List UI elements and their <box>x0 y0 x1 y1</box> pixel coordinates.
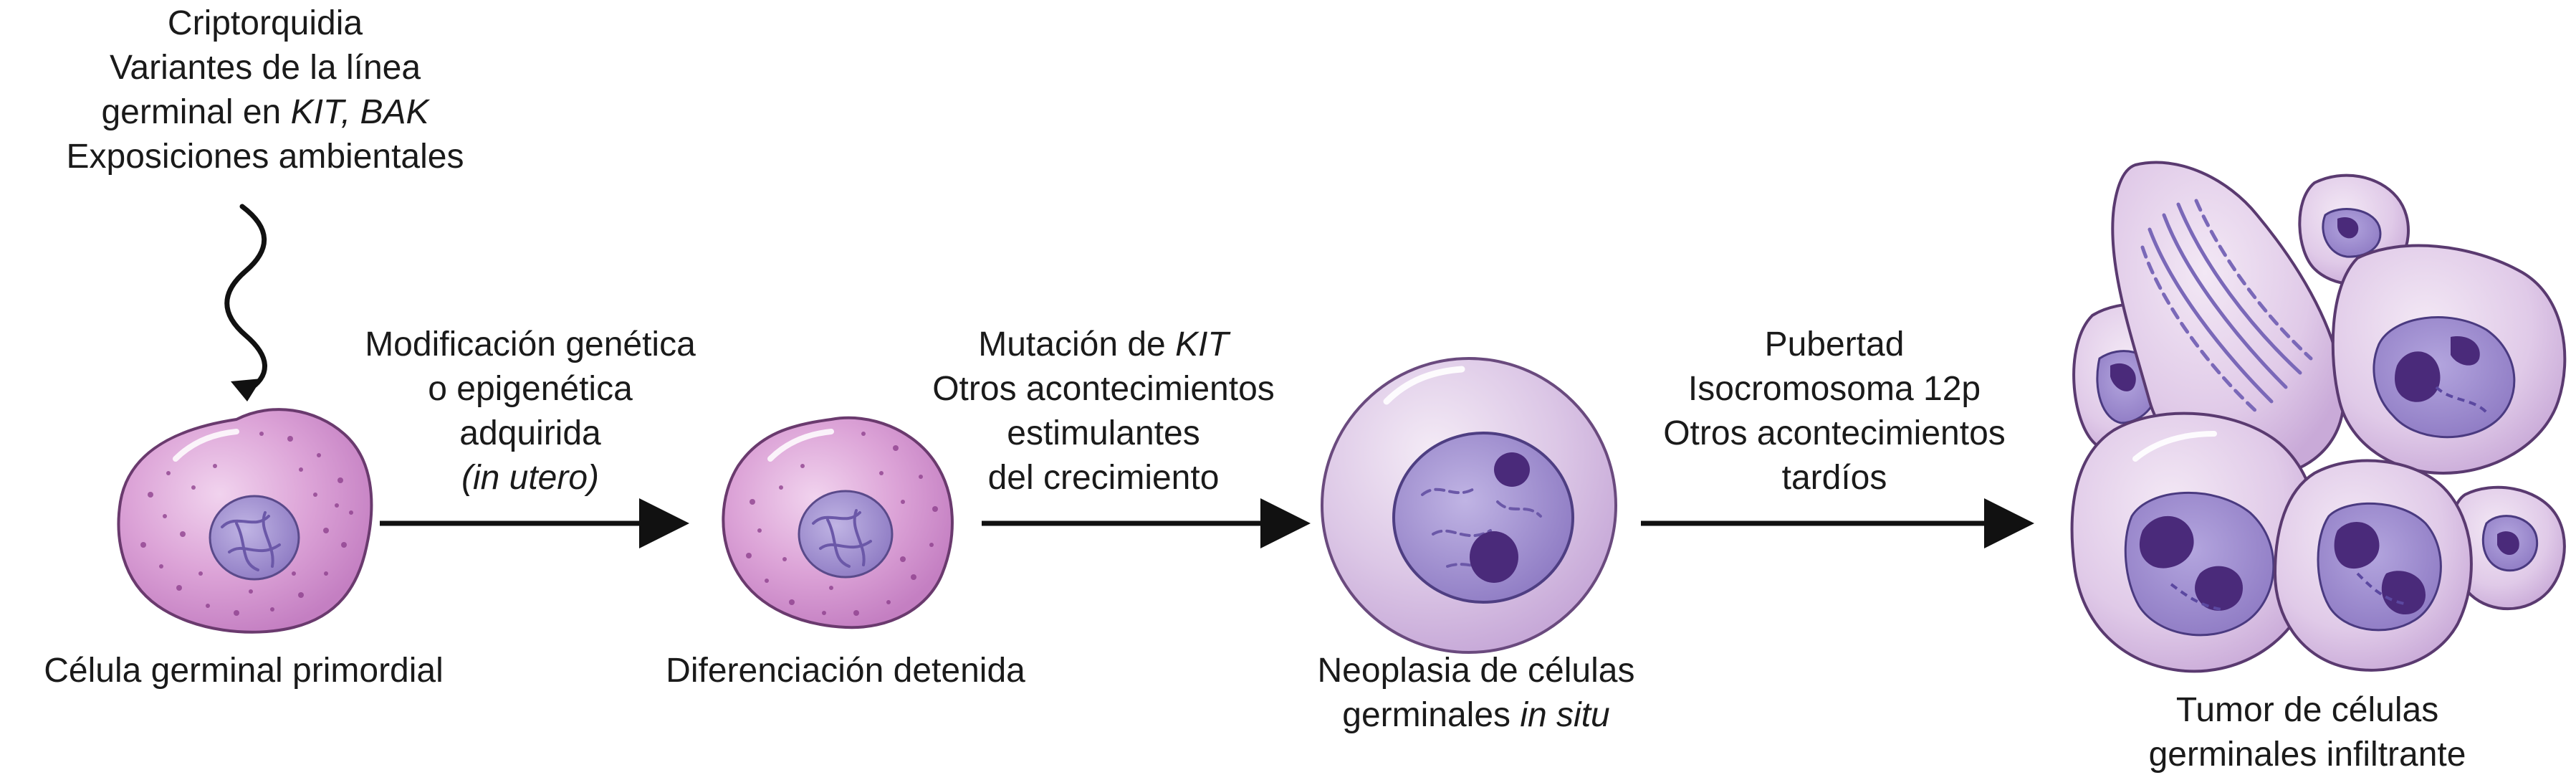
infiltrating-tumor <box>2070 161 2567 673</box>
risk-factor-germline: germinal en KIT, BAK <box>0 90 530 135</box>
step2-label: Mutación de KIT Otros acontecimientos es… <box>903 323 1304 500</box>
stage3-line2-text: germinales <box>1342 696 1521 734</box>
step3-line1: Pubertad <box>1764 325 1905 363</box>
risk-factor-genes: KIT, BAK <box>290 93 429 131</box>
step2-line2: Otros acontecimientos <box>932 370 1275 408</box>
stage2-text: Diferenciación detenida <box>666 652 1025 690</box>
stage2-label: Diferenciación detenida <box>616 649 1075 693</box>
step1-line4: (in utero) <box>461 459 600 497</box>
risk-factor-variants: Variantes de la línea <box>109 49 421 87</box>
stage1-text: Célula germinal primordial <box>44 652 444 690</box>
stage3-line1: Neoplasia de células <box>1317 652 1635 690</box>
stage3-line2: germinales in situ <box>1261 693 1691 738</box>
step2-line3: estimulantes <box>1007 414 1200 452</box>
arrested-differentiation-cell <box>722 416 954 629</box>
step3-line3: Otros acontecimientos <box>1663 414 2006 452</box>
gcnis-cell <box>1321 357 1617 654</box>
step2-line1: Mutación de KIT <box>903 323 1304 367</box>
step1-label: Modificación genética o epigenética adqu… <box>330 323 731 500</box>
primordial-germ-cell <box>117 408 373 634</box>
risk-factor-cryptorchidism: Criptorquidia <box>167 4 363 42</box>
wavy-arrow <box>224 204 267 401</box>
step1-line1: Modificación genética <box>365 325 696 363</box>
stage4-line2: germinales infiltrante <box>2148 736 2466 774</box>
stage1-label: Célula germinal primordial <box>0 649 487 693</box>
step3-line2: Isocromosoma 12p <box>1687 370 1981 408</box>
risk-factor-germline-text: germinal en <box>101 93 291 131</box>
step1-line2: o epigenética <box>428 370 633 408</box>
stage3-label: Neoplasia de células germinales in situ <box>1261 649 1691 738</box>
step3-line4: tardíos <box>1781 459 1887 497</box>
step3-label: Pubertad Isocromosoma 12p Otros aconteci… <box>1619 323 2049 500</box>
stage3-in-situ: in situ <box>1520 696 1610 734</box>
risk-factor-environmental: Exposiciones ambientales <box>66 138 464 176</box>
stage4-label: Tumor de células germinales infiltrante <box>2078 688 2537 777</box>
step1-line3: adquirida <box>459 414 601 452</box>
step2-line1-text: Mutación de <box>978 325 1176 363</box>
stage4-line1: Tumor de células <box>2175 691 2439 729</box>
step2-gene: KIT <box>1175 325 1229 363</box>
step2-line4: del crecimiento <box>987 459 1220 497</box>
risk-factors-label: Criptorquidia Variantes de la línea germ… <box>0 1 530 179</box>
